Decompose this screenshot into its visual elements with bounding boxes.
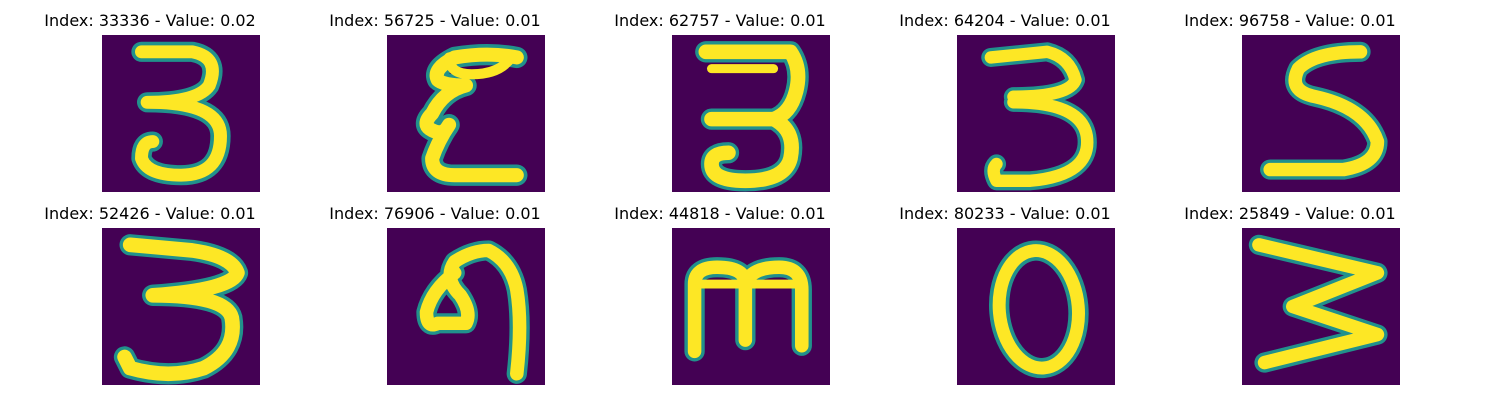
panel-title: Index: 56725 - Value: 0.01: [329, 11, 541, 30]
digit-image: [957, 35, 1115, 192]
panel-title: Index: 80233 - Value: 0.01: [899, 204, 1111, 223]
digit-image: [102, 228, 260, 385]
digit-image: [102, 35, 260, 192]
panel-title: Index: 96758 - Value: 0.01: [1184, 11, 1396, 30]
panel-2: Index: 56725 - Value: 0.01: [285, 0, 585, 193]
panel-title: Index: 76906 - Value: 0.01: [329, 204, 541, 223]
digit-image: [1242, 228, 1400, 385]
panel-title: Index: 33336 - Value: 0.02: [44, 11, 256, 30]
panel-title: Index: 62757 - Value: 0.01: [614, 11, 826, 30]
digit-image: [387, 35, 545, 192]
panel-5: Index: 96758 - Value: 0.01: [1140, 0, 1440, 193]
panel-title: Index: 64204 - Value: 0.01: [899, 11, 1111, 30]
panel-9: Index: 80233 - Value: 0.01: [855, 193, 1155, 386]
panel-1: Index: 33336 - Value: 0.02: [0, 0, 300, 193]
digit-image: [387, 228, 545, 385]
panel-title: Index: 52426 - Value: 0.01: [44, 204, 256, 223]
digit-image: [957, 228, 1115, 385]
panel-7: Index: 76906 - Value: 0.01: [285, 193, 585, 386]
digit-image: [1242, 35, 1400, 192]
panel-title: Index: 25849 - Value: 0.01: [1184, 204, 1396, 223]
panel-3: Index: 62757 - Value: 0.01: [570, 0, 870, 193]
digit-image: [672, 35, 830, 192]
panel-title: Index: 44818 - Value: 0.01: [614, 204, 826, 223]
panel-6: Index: 52426 - Value: 0.01: [0, 193, 300, 386]
panel-10: Index: 25849 - Value: 0.01: [1140, 193, 1440, 386]
digit-image: [672, 228, 830, 385]
panel-4: Index: 64204 - Value: 0.01: [855, 0, 1155, 193]
panel-8: Index: 44818 - Value: 0.01: [570, 193, 870, 386]
